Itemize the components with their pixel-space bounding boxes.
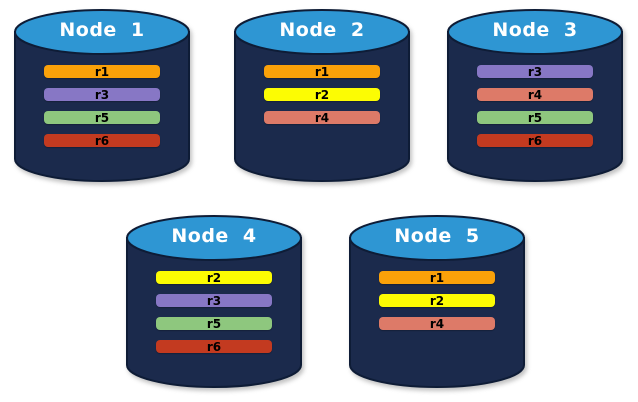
- replica-list: r2 r3 r5 r6: [124, 271, 304, 353]
- replica-label: r2: [314, 87, 330, 102]
- node-2: Node 2 r1 r2 r4: [232, 8, 412, 184]
- replica-label: r2: [206, 270, 222, 285]
- replica-label: r4: [429, 316, 445, 331]
- replica-label: r1: [314, 64, 330, 79]
- replica-label: r3: [206, 293, 222, 308]
- replica-bar-r6: r6: [44, 134, 160, 147]
- replica-label: r2: [429, 293, 445, 308]
- replica-label: r1: [429, 270, 445, 285]
- replica-bar-r5: r5: [156, 317, 272, 330]
- replica-label: r1: [94, 64, 110, 79]
- node-3: Node 3 r3 r4 r5 r6: [445, 8, 625, 184]
- replica-label: r5: [94, 110, 110, 125]
- replica-list: r3 r4 r5 r6: [445, 65, 625, 147]
- replica-bar-r3: r3: [156, 294, 272, 307]
- replica-bar-r2: r2: [379, 294, 495, 307]
- replica-list: r1 r3 r5 r6: [12, 65, 192, 147]
- cylinder-top: [126, 215, 302, 261]
- replica-label: r4: [527, 87, 543, 102]
- node-title: Node 3: [492, 19, 578, 41]
- node-title: Node 2: [279, 19, 365, 41]
- node-1: Node 1 r1 r3 r5 r6: [12, 8, 192, 184]
- replica-bar-r5: r5: [44, 111, 160, 124]
- replica-bar-r6: r6: [477, 134, 593, 147]
- replica-bar-r2: r2: [264, 88, 380, 101]
- replica-bar-r1: r1: [44, 65, 160, 78]
- replica-bar-r3: r3: [44, 88, 160, 101]
- node-title: Node 4: [171, 225, 257, 247]
- cylinder-top: [14, 9, 190, 55]
- replica-label: r6: [94, 133, 110, 148]
- cylinder-top: [234, 9, 410, 55]
- replica-list: r1 r2 r4: [347, 271, 527, 330]
- replica-bar-r3: r3: [477, 65, 593, 78]
- node-4: Node 4 r2 r3 r5 r6: [124, 214, 304, 390]
- replica-bar-r5: r5: [477, 111, 593, 124]
- replica-bar-r1: r1: [264, 65, 380, 78]
- replica-bar-r2: r2: [156, 271, 272, 284]
- replica-label: r5: [527, 110, 543, 125]
- replica-list: r1 r2 r4: [232, 65, 412, 124]
- replica-label: r3: [527, 64, 543, 79]
- replica-bar-r6: r6: [156, 340, 272, 353]
- replica-label: r6: [527, 133, 543, 148]
- cylinder-top: [349, 215, 525, 261]
- replica-bar-r4: r4: [379, 317, 495, 330]
- node-5: Node 5 r1 r2 r4: [347, 214, 527, 390]
- node-title: Node 1: [59, 19, 145, 41]
- replica-label: r4: [314, 110, 330, 125]
- replica-bar-r4: r4: [264, 111, 380, 124]
- replica-bar-r4: r4: [477, 88, 593, 101]
- replica-label: r3: [94, 87, 110, 102]
- node-title: Node 5: [394, 225, 480, 247]
- replica-label: r6: [206, 339, 222, 354]
- cylinder-top: [447, 9, 623, 55]
- replica-bar-r1: r1: [379, 271, 495, 284]
- replica-label: r5: [206, 316, 222, 331]
